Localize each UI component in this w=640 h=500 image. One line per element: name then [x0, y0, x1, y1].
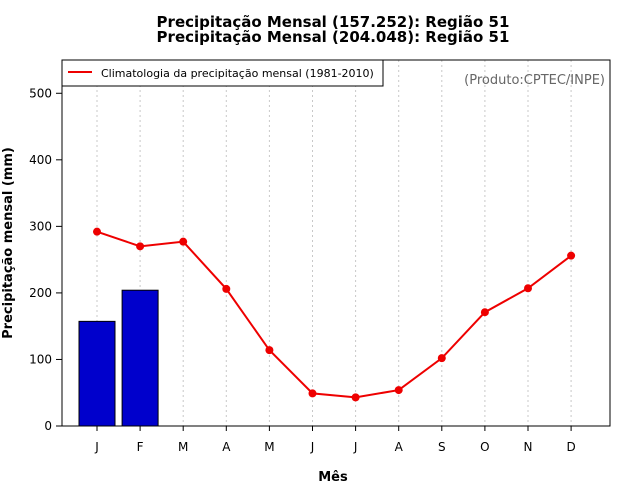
x-tick-label: O: [480, 440, 489, 454]
x-tick-label: J: [94, 440, 99, 454]
x-axis-label: Mês: [318, 470, 348, 485]
x-tick-label: D: [566, 440, 575, 454]
y-axis: 0 100 200 300 400 500: [29, 86, 62, 433]
x-tick-label: J: [310, 440, 315, 454]
legend: Climatologia da precipitação mensal (198…: [61, 59, 384, 87]
climatology-point: [179, 237, 188, 246]
climatology-point: [480, 308, 489, 317]
bar-J: [78, 320, 116, 427]
climatology-point: [136, 242, 145, 251]
climatology-point: [93, 227, 101, 236]
legend-label: Climatologia da precipitação mensal (198…: [101, 67, 374, 80]
climatology-point: [222, 284, 231, 293]
y-tick-label: 500: [29, 86, 52, 100]
x-tick-label: S: [438, 440, 446, 454]
climatology-point: [524, 284, 532, 293]
x-tick-label: J: [353, 440, 358, 454]
x-tick-label: A: [222, 440, 231, 454]
y-tick-label: 100: [29, 352, 52, 366]
y-axis-label: Precipitação mensal (mm): [1, 147, 16, 339]
y-tick-label: 300: [29, 219, 52, 233]
x-tick-label: A: [395, 440, 404, 454]
bars: [78, 289, 159, 427]
bar-F: [121, 289, 159, 427]
y-tick-label: 0: [44, 419, 52, 433]
climatology-line: [96, 230, 572, 399]
chart-title-line-2: Precipitação Mensal (204.048): Região 51: [157, 28, 510, 46]
x-tick-label: F: [137, 440, 144, 454]
climatology-point: [394, 386, 403, 395]
climatology-series: [93, 227, 576, 402]
climatology-point: [308, 389, 317, 398]
climatology-point: [567, 251, 576, 260]
x-tick-label: M: [264, 440, 274, 454]
climatology-point: [265, 346, 274, 355]
credit-text: (Produto:CPTEC/INPE): [464, 73, 605, 88]
legend-box: [61, 59, 384, 87]
chart-title-line-1: Precipitação Mensal (157.252): Região 51: [157, 13, 510, 31]
climatology-point: [437, 354, 446, 363]
x-tick-label: N: [524, 440, 533, 454]
y-tick-label: 200: [29, 286, 52, 300]
x-tick-label: M: [178, 440, 188, 454]
y-tick-label: 400: [29, 153, 52, 167]
climatology-point: [351, 393, 360, 402]
